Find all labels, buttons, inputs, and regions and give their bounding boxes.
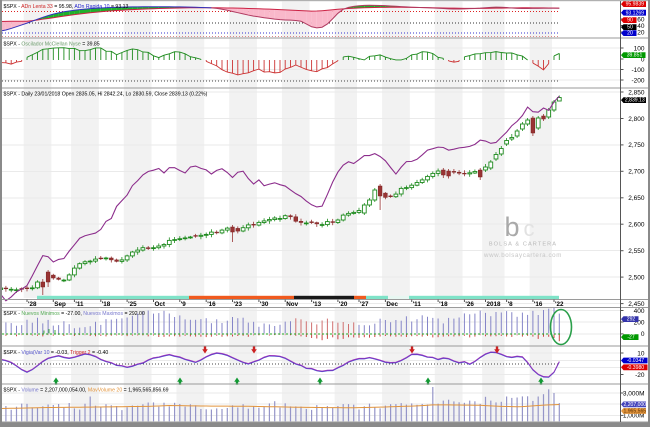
svg-text:$SPX - Oscilador McClellan Nys: $SPX - Oscilador McClellan Nyse = 39.85	[4, 41, 100, 47]
svg-text:3,000M: 3,000M	[623, 390, 645, 397]
svg-text:'9: '9	[181, 301, 186, 308]
svg-text:'16: '16	[207, 301, 216, 308]
svg-text:1,965,565: 1,965,565	[623, 409, 646, 415]
svg-text:-100: -100	[631, 67, 644, 74]
svg-text:'8: '8	[508, 301, 513, 308]
svg-text:www.bolsaycartera.com: www.bolsaycartera.com	[483, 252, 562, 259]
svg-text:'30: '30	[260, 301, 269, 308]
svg-text:'13: '13	[313, 301, 322, 308]
svg-text:'16: '16	[534, 301, 543, 308]
svg-text:'27: '27	[360, 301, 369, 308]
svg-text:2,700: 2,700	[628, 169, 645, 176]
svg-text:400: 400	[634, 308, 645, 315]
svg-text:2,850: 2,850	[628, 89, 645, 96]
svg-text:90: 90	[627, 18, 633, 24]
svg-text:$SPX - ADn Lenta 33 = 95.98, A: $SPX - ADn Lenta 33 = 95.98, ADn Rapida …	[4, 4, 129, 10]
svg-text:'25: '25	[128, 301, 137, 308]
svg-text:2,750: 2,750	[628, 142, 645, 149]
svg-text:10: 10	[637, 350, 645, 357]
svg-text:-0.0347: -0.0347	[627, 358, 644, 364]
svg-text:-20: -20	[635, 372, 645, 379]
svg-text:20: 20	[627, 31, 633, 37]
svg-text:39.851: 39.851	[627, 53, 643, 59]
svg-text:'18: '18	[439, 301, 448, 308]
svg-text:2,600: 2,600	[628, 222, 645, 229]
svg-text:-0.3980: -0.3980	[627, 365, 644, 371]
svg-text:93.1269: 93.1269	[626, 10, 645, 16]
svg-text:Sep: Sep	[54, 301, 66, 308]
svg-text:BOLSA & CARTERA: BOLSA & CARTERA	[489, 242, 557, 248]
svg-text:2,550: 2,550	[628, 248, 645, 255]
svg-text:'26: '26	[465, 301, 474, 308]
svg-text:-200: -200	[631, 77, 644, 84]
svg-text:2,207,000: 2,207,000	[623, 402, 646, 408]
svg-text:'23: '23	[234, 301, 243, 308]
svg-text:'11: '11	[413, 301, 422, 308]
svg-text:'28: '28	[28, 301, 37, 308]
svg-text:2,500: 2,500	[628, 274, 645, 281]
svg-text:20: 20	[637, 29, 645, 36]
svg-text:'20: '20	[339, 301, 348, 308]
svg-text:0: 0	[641, 331, 645, 338]
svg-text:$SPX - Daily 23/01/2018 Open 2: $SPX - Daily 23/01/2018 Open 2835.05, Hi…	[4, 91, 208, 97]
svg-text:c: c	[524, 216, 535, 241]
svg-text:Dec: Dec	[386, 301, 398, 308]
svg-text:'18: '18	[102, 301, 111, 308]
svg-text:2018: 2018	[487, 301, 502, 308]
svg-text:$SPX - Volume = 2,207,000,054.: $SPX - Volume = 2,207,000,054.00, MavVol…	[4, 387, 169, 393]
svg-text:$SPX - Vigia(Var 10 = -0.03, T: $SPX - Vigia(Var 10 = -0.03, Trigger 2 =…	[4, 350, 109, 356]
svg-text:-27: -27	[627, 335, 635, 341]
svg-text:2,800: 2,800	[628, 116, 645, 123]
svg-text:$SPX - Nuevos Minimos = -27.00: $SPX - Nuevos Minimos = -27.00, Nuevos M…	[4, 311, 145, 317]
svg-text:100: 100	[634, 45, 645, 52]
svg-text:95.9839: 95.9839	[626, 2, 645, 8]
svg-text:292: 292	[627, 317, 636, 323]
svg-text:Nov: Nov	[286, 301, 298, 308]
svg-text:Oct: Oct	[155, 301, 166, 308]
svg-text:2,839.13: 2,839.13	[625, 98, 645, 104]
svg-text:'22: '22	[555, 301, 564, 308]
svg-text:'11: '11	[75, 301, 84, 308]
svg-text:b: b	[504, 212, 519, 242]
svg-text:2,650: 2,650	[628, 195, 645, 202]
